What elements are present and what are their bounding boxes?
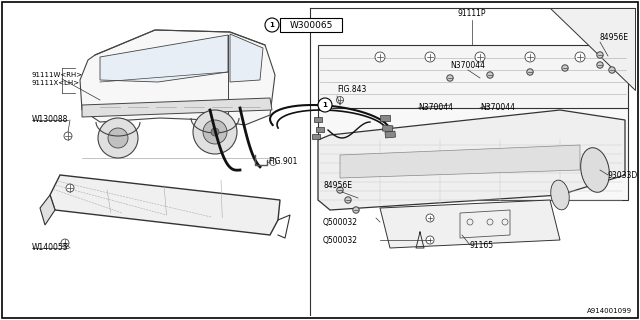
Circle shape — [475, 52, 485, 62]
Polygon shape — [100, 35, 228, 82]
Circle shape — [609, 67, 615, 73]
Circle shape — [64, 132, 72, 140]
Text: 91111W<RH>: 91111W<RH> — [32, 72, 83, 78]
Circle shape — [375, 52, 385, 62]
Circle shape — [353, 207, 359, 213]
Text: FIG.843: FIG.843 — [337, 85, 366, 94]
Text: 1: 1 — [323, 102, 328, 108]
Circle shape — [527, 69, 533, 75]
Text: A914001099: A914001099 — [587, 308, 632, 314]
Bar — [380, 115, 390, 121]
Polygon shape — [318, 45, 628, 110]
Text: N370044: N370044 — [418, 103, 453, 113]
Circle shape — [447, 75, 453, 81]
Text: FIG.901: FIG.901 — [268, 157, 298, 166]
Text: W300065: W300065 — [289, 21, 333, 30]
Bar — [314, 117, 322, 122]
Circle shape — [575, 52, 585, 62]
Circle shape — [596, 62, 604, 68]
Circle shape — [61, 239, 69, 247]
Text: N370044: N370044 — [480, 103, 515, 113]
Polygon shape — [230, 34, 263, 82]
FancyBboxPatch shape — [280, 18, 342, 32]
Bar — [316, 127, 324, 132]
Circle shape — [203, 120, 227, 144]
Polygon shape — [82, 98, 272, 117]
Circle shape — [318, 98, 332, 112]
Text: 91111P: 91111P — [458, 10, 486, 19]
Circle shape — [98, 118, 138, 158]
Text: 91165: 91165 — [470, 241, 494, 250]
Polygon shape — [50, 175, 280, 235]
Circle shape — [426, 236, 434, 244]
Polygon shape — [80, 30, 275, 125]
Text: 84956E: 84956E — [323, 180, 352, 189]
Circle shape — [108, 128, 128, 148]
Text: W140055: W140055 — [32, 244, 68, 252]
Bar — [383, 125, 393, 132]
Text: Q500032: Q500032 — [323, 236, 358, 244]
Circle shape — [562, 65, 568, 71]
Text: 91111X<LH>: 91111X<LH> — [32, 80, 80, 86]
Polygon shape — [550, 8, 635, 90]
Circle shape — [426, 214, 434, 222]
Circle shape — [337, 187, 343, 193]
Text: 93033D: 93033D — [608, 171, 638, 180]
Ellipse shape — [580, 148, 609, 192]
Text: N370044: N370044 — [451, 60, 486, 69]
Bar — [385, 131, 396, 138]
Bar — [312, 134, 320, 139]
Text: W130088: W130088 — [32, 116, 68, 124]
Circle shape — [66, 184, 74, 192]
Circle shape — [269, 158, 276, 165]
Text: 1: 1 — [269, 22, 275, 28]
Circle shape — [345, 197, 351, 203]
Polygon shape — [318, 108, 628, 200]
Text: 84956E: 84956E — [600, 34, 629, 43]
Polygon shape — [40, 195, 55, 225]
Polygon shape — [318, 110, 625, 210]
Circle shape — [596, 52, 604, 58]
Polygon shape — [340, 145, 580, 178]
Circle shape — [193, 110, 237, 154]
Circle shape — [211, 128, 219, 136]
Ellipse shape — [551, 180, 569, 210]
Polygon shape — [380, 200, 560, 248]
Circle shape — [487, 72, 493, 78]
Circle shape — [265, 18, 279, 32]
Circle shape — [425, 52, 435, 62]
Circle shape — [525, 52, 535, 62]
Text: Q500032: Q500032 — [323, 218, 358, 227]
